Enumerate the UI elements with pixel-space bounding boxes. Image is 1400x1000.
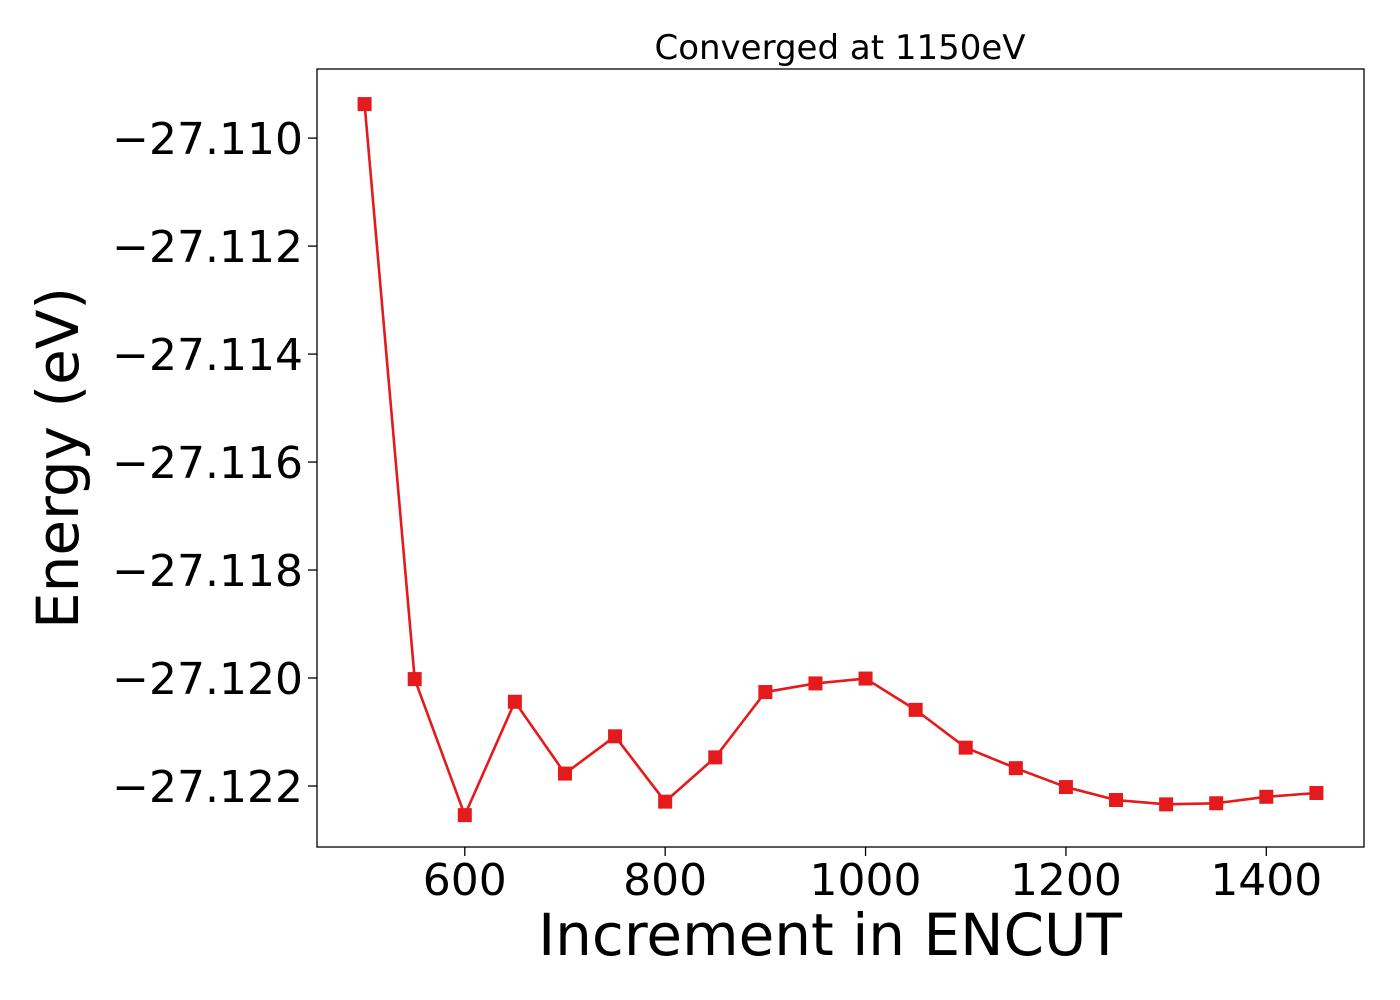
y-tick-label: −27.116 — [112, 438, 303, 489]
data-point — [357, 97, 372, 112]
data-point — [908, 702, 923, 717]
y-tick-label: −27.120 — [112, 654, 303, 705]
data-point — [758, 685, 773, 700]
data-point — [608, 729, 623, 744]
data-point — [1109, 793, 1124, 808]
chart-title: Converged at 1150eV — [654, 28, 1025, 68]
data-point — [507, 694, 522, 709]
data-point — [1058, 780, 1073, 795]
data-point — [1309, 786, 1324, 801]
data-point — [708, 750, 723, 765]
data-point — [1159, 797, 1174, 812]
data-point — [1259, 789, 1274, 804]
x-tick-label: 600 — [423, 855, 507, 906]
x-tick-label: 1000 — [810, 855, 922, 906]
y-tick-label: −27.112 — [112, 222, 303, 273]
x-tick-label: 1400 — [1210, 855, 1322, 906]
data-point — [658, 794, 673, 809]
data-point — [808, 676, 823, 691]
data-point — [1209, 796, 1224, 811]
x-axis: 600 800 1000 1200 1400 — [423, 847, 1322, 906]
data-point — [407, 672, 422, 687]
x-tick-label: 800 — [623, 855, 707, 906]
data-point — [858, 671, 873, 686]
y-axis: −27.110 −27.112 −27.114 −27.116 −27.118 −27.1… — [112, 114, 317, 813]
data-point — [958, 740, 973, 755]
y-tick-label: −27.114 — [112, 330, 303, 381]
y-axis-label: Energy (eV) — [24, 287, 92, 629]
y-tick-label: −27.118 — [112, 546, 303, 597]
plot-area — [357, 97, 1324, 823]
x-tick-label: 1200 — [1010, 855, 1122, 906]
data-point — [457, 808, 472, 823]
series-line — [363, 103, 1317, 817]
y-tick-label: −27.110 — [112, 114, 303, 165]
x-axis-label: Increment in ENCUT — [538, 901, 1122, 969]
y-tick-label: −27.122 — [112, 762, 303, 813]
data-point — [1008, 761, 1023, 776]
data-point — [557, 766, 572, 781]
plot-frame — [316, 68, 1365, 848]
